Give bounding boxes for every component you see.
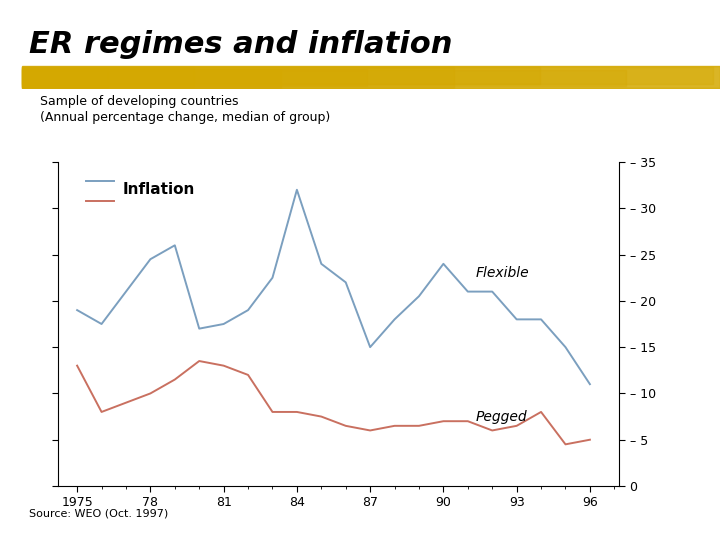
Text: (Annual percentage change, median of group): (Annual percentage change, median of gro…	[40, 111, 330, 124]
Bar	[22, 68, 281, 88]
Bar	[22, 66, 713, 85]
Text: Source: WEO (Oct. 1997): Source: WEO (Oct. 1997)	[29, 508, 168, 518]
Bar	[22, 70, 108, 85]
Text: Flexible: Flexible	[475, 266, 528, 280]
Bar	[22, 69, 367, 86]
Bar	[22, 68, 540, 87]
Text: Sample of developing countries: Sample of developing countries	[40, 94, 238, 107]
Text: Inflation: Inflation	[122, 182, 194, 197]
Text: ER regimes and inflation: ER regimes and inflation	[29, 30, 452, 59]
Bar	[22, 67, 454, 86]
Text: Pegged: Pegged	[475, 409, 527, 423]
Bar	[22, 69, 194, 86]
Bar	[22, 67, 626, 86]
